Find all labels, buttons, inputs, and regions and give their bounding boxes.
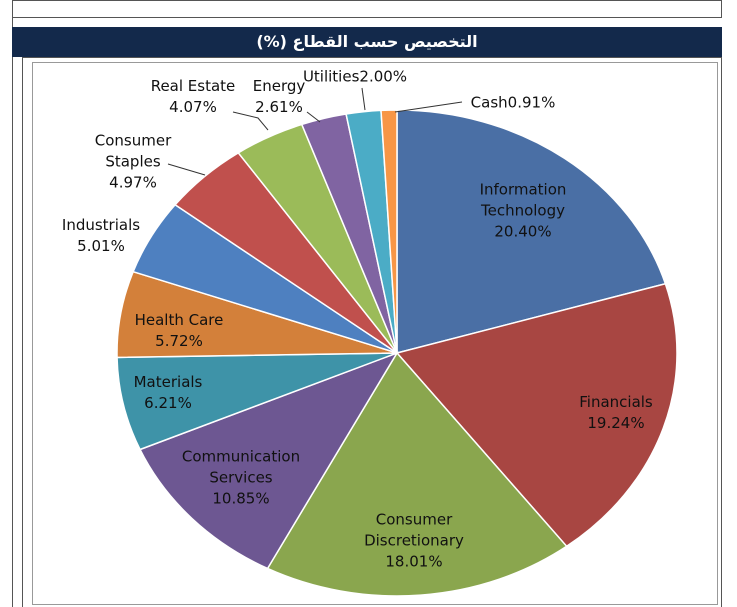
- label-row: Cash 0.91%: [471, 93, 556, 114]
- slice-label: Real Estate 4.07%: [138, 76, 248, 118]
- category-label: Utilities: [302, 67, 360, 86]
- value-label: 2.00%: [359, 67, 408, 86]
- category-label: Energy: [252, 77, 306, 95]
- leader-line: [394, 101, 463, 113]
- leader-line: [232, 111, 269, 131]
- category-label: Consumer Staples: [94, 131, 172, 171]
- value-label: 19.24%: [587, 414, 645, 432]
- value-label: 20.40%: [494, 222, 552, 241]
- value-label: 10.85%: [212, 489, 270, 508]
- category-label: Cash: [470, 93, 508, 112]
- side-rule: [0, 0, 13, 607]
- slice-label: Consumer Staples 4.97%: [78, 131, 188, 194]
- category-label: Information Technology: [479, 180, 567, 220]
- chart-title: التخصيص حسب القطاع (%): [12, 27, 722, 57]
- value-label: 4.07%: [169, 98, 217, 116]
- category-label: Financials: [579, 393, 653, 411]
- pie-slice: [266, 351, 568, 597]
- category-label: Consumer Discretionary: [364, 510, 464, 550]
- pie-slice: [396, 109, 667, 354]
- slice-label: Health Care 5.72%: [119, 310, 239, 352]
- leader-line: [167, 163, 206, 176]
- category-label: Communication Services: [181, 447, 301, 487]
- value-label: 4.97%: [109, 173, 157, 192]
- label-row: Utilities 2.00%: [303, 67, 407, 88]
- category-label: Real Estate: [150, 77, 236, 95]
- slice-label: Communication Services 10.85%: [181, 447, 301, 510]
- pie-slice: [395, 282, 678, 548]
- slice-label: Utilities 2.00%: [303, 67, 407, 88]
- pie-slice: [380, 109, 398, 354]
- value-label: 0.91%: [507, 93, 556, 112]
- slice-label: Financials 19.24%: [561, 392, 671, 434]
- value-label: 2.61%: [255, 98, 303, 116]
- chart-panel: [22, 57, 722, 607]
- plot-area: [32, 62, 718, 605]
- value-label: 5.01%: [77, 237, 125, 255]
- slice-label: Materials 6.21%: [118, 372, 218, 414]
- category-label: Materials: [133, 373, 203, 391]
- leader-line: [361, 87, 366, 111]
- value-label: 5.72%: [155, 332, 203, 350]
- category-label: Industrials: [61, 216, 141, 234]
- pie-slice: [138, 351, 399, 570]
- leader-line: [306, 111, 321, 123]
- value-label: 6.21%: [144, 394, 192, 412]
- category-label: Health Care: [134, 311, 224, 329]
- value-label: 18.01%: [385, 552, 443, 571]
- slice-label: Consumer Discretionary 18.01%: [339, 510, 489, 573]
- slice-label: Cash 0.91%: [471, 93, 556, 114]
- slice-label: Energy 2.61%: [239, 76, 319, 118]
- slice-label: Information Technology 20.40%: [458, 180, 588, 243]
- slice-label: Industrials 5.01%: [46, 215, 156, 257]
